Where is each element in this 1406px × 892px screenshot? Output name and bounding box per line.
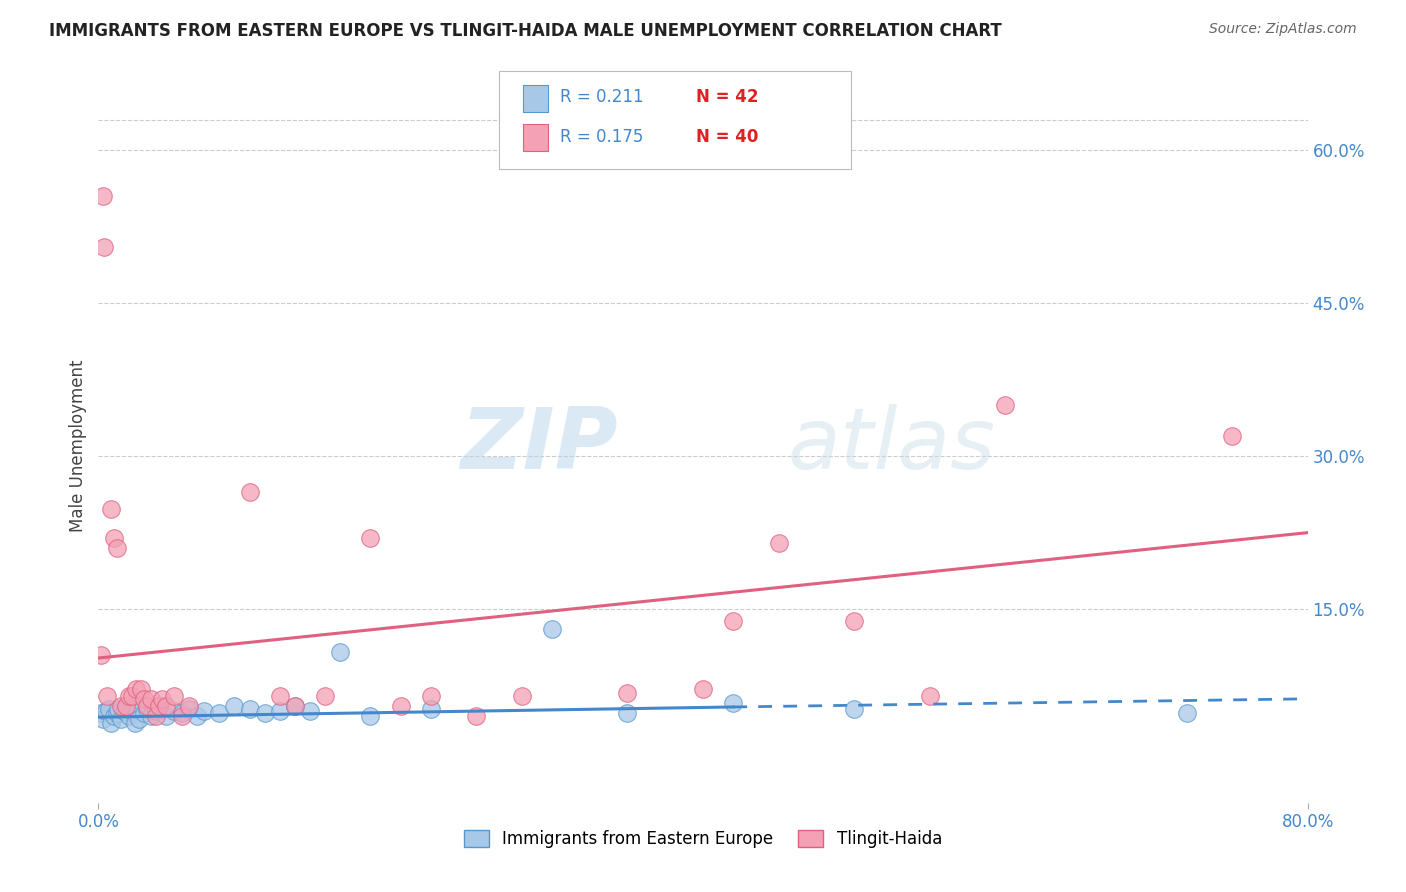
Text: Source: ZipAtlas.com: Source: ZipAtlas.com <box>1209 22 1357 37</box>
Point <box>100 502 122 516</box>
Point <box>163 689 186 703</box>
Point <box>114 698 136 713</box>
Point <box>94 704 117 718</box>
Point <box>107 702 129 716</box>
Point <box>121 689 143 703</box>
Point <box>110 698 132 713</box>
Point <box>132 706 155 720</box>
Point <box>360 531 382 545</box>
Text: atlas: atlas <box>787 404 995 488</box>
Point <box>299 704 322 718</box>
Point <box>100 716 122 731</box>
Point <box>110 712 132 726</box>
Text: N = 42: N = 42 <box>696 88 758 106</box>
Point <box>91 189 114 203</box>
Point <box>103 709 125 723</box>
Point <box>193 704 215 718</box>
Point <box>692 681 714 696</box>
Point <box>314 689 336 703</box>
Point <box>112 704 135 718</box>
Point <box>96 689 118 703</box>
Text: R = 0.211: R = 0.211 <box>560 88 643 106</box>
Point <box>93 240 115 254</box>
Point <box>135 698 157 713</box>
Point <box>253 706 276 720</box>
Point <box>125 681 148 696</box>
Point <box>224 698 246 713</box>
Point <box>145 704 167 718</box>
Point <box>269 704 291 718</box>
Point <box>616 686 638 700</box>
Point <box>118 709 141 723</box>
Point <box>163 704 186 718</box>
Point <box>284 698 307 713</box>
Point <box>105 706 128 720</box>
Point <box>329 645 352 659</box>
Point <box>420 702 443 716</box>
Point <box>170 709 193 723</box>
Point <box>128 712 150 726</box>
Point <box>239 484 262 499</box>
Point <box>135 702 157 716</box>
Text: ZIP: ZIP <box>461 404 619 488</box>
Point <box>148 698 170 713</box>
Point <box>90 706 112 720</box>
Point <box>155 698 177 713</box>
Point <box>994 398 1017 412</box>
Point <box>148 698 170 713</box>
Point <box>155 709 177 723</box>
Point <box>208 706 231 720</box>
Point <box>844 615 866 629</box>
Point <box>465 709 488 723</box>
Point <box>179 698 201 713</box>
Point <box>768 536 790 550</box>
Point <box>121 704 143 718</box>
Point <box>145 709 167 723</box>
Point <box>90 648 112 662</box>
Point <box>269 689 291 703</box>
Point <box>98 702 121 716</box>
Point <box>360 709 382 723</box>
Point <box>91 712 114 726</box>
Point <box>540 623 562 637</box>
Point <box>420 689 443 703</box>
Point <box>510 689 533 703</box>
Point <box>186 709 208 723</box>
Point <box>844 702 866 716</box>
Legend: Immigrants from Eastern Europe, Tlingit-Haida: Immigrants from Eastern Europe, Tlingit-… <box>457 823 949 855</box>
Point <box>1175 706 1198 720</box>
Point <box>389 698 412 713</box>
Point <box>723 696 745 710</box>
Point <box>103 531 125 545</box>
Point <box>114 698 136 713</box>
Point <box>723 615 745 629</box>
Text: R = 0.175: R = 0.175 <box>560 128 643 146</box>
Point <box>125 702 148 716</box>
Point <box>118 689 141 703</box>
Point <box>918 689 941 703</box>
Point <box>124 716 146 731</box>
Point <box>1220 429 1243 443</box>
Point <box>129 681 152 696</box>
Y-axis label: Male Unemployment: Male Unemployment <box>69 359 87 533</box>
Point <box>141 691 163 706</box>
Point <box>132 691 155 706</box>
Point <box>239 702 262 716</box>
Point <box>284 698 307 713</box>
Point <box>150 691 173 706</box>
Point <box>179 702 201 716</box>
Point <box>170 706 193 720</box>
Point <box>616 706 638 720</box>
Point <box>105 541 128 555</box>
Point <box>141 709 163 723</box>
Text: N = 40: N = 40 <box>696 128 758 146</box>
Text: IMMIGRANTS FROM EASTERN EUROPE VS TLINGIT-HAIDA MALE UNEMPLOYMENT CORRELATION CH: IMMIGRANTS FROM EASTERN EUROPE VS TLINGI… <box>49 22 1002 40</box>
